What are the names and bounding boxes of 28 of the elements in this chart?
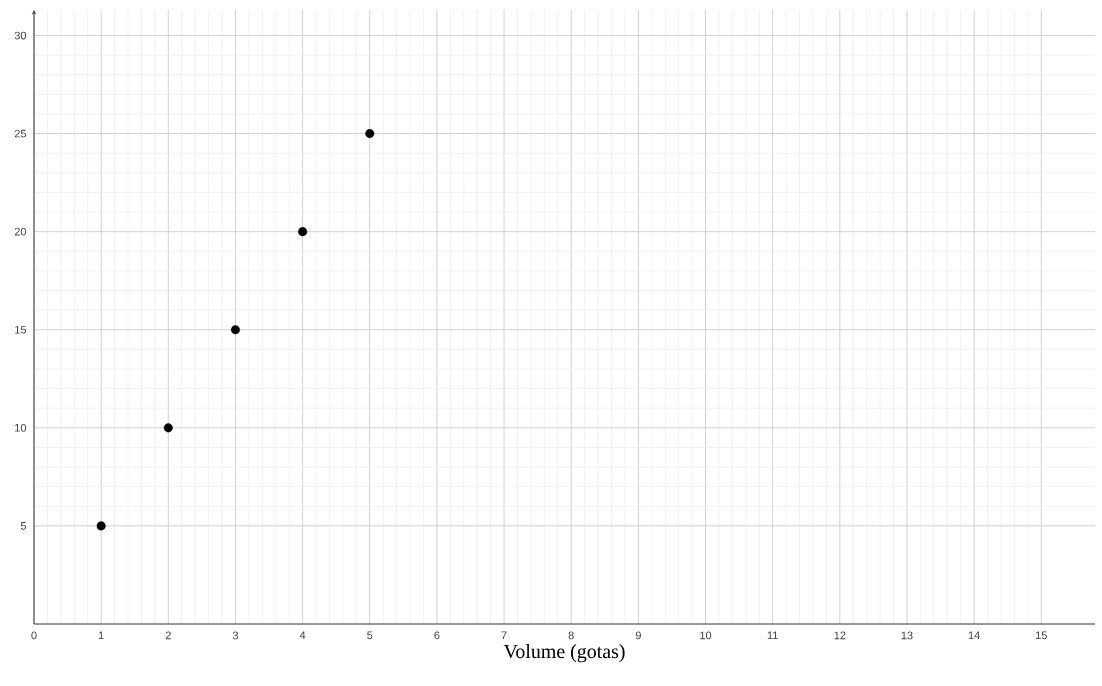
x-tick-label: 8 — [568, 631, 574, 640]
x-tick-label: 0 — [31, 631, 37, 640]
y-tick-label: 30 — [14, 31, 27, 40]
x-tick-label: 15 — [1036, 631, 1047, 640]
x-tick-label: 14 — [968, 631, 980, 640]
x-tick-label: 9 — [635, 631, 641, 640]
x-tick-label: 10 — [700, 631, 712, 640]
point — [163, 423, 173, 433]
x-tick-label: 7 — [501, 631, 507, 640]
y-tick-label: 20 — [14, 227, 27, 236]
y-tick-label: 10 — [15, 423, 27, 432]
x-tick-label: 4 — [299, 631, 306, 640]
point — [365, 129, 375, 139]
x-tick-label: 3 — [232, 631, 239, 640]
point — [96, 521, 106, 531]
y-tick-label: 25 — [14, 129, 27, 138]
x-tick-label: 6 — [434, 631, 440, 640]
x-tick-label: 2 — [165, 631, 171, 640]
x-tick-label: 11 — [767, 631, 778, 640]
point — [230, 325, 240, 335]
point — [298, 227, 308, 237]
y-tick-label: 15 — [15, 325, 27, 334]
x-axis-title: Volume (gotas) — [503, 644, 625, 663]
x-tick-label: 13 — [901, 631, 913, 640]
x-tick-label: 5 — [367, 631, 373, 640]
x-tick-label: 1 — [98, 631, 104, 640]
y-tick-label: 5 — [20, 522, 27, 530]
x-tick-label: 12 — [834, 631, 846, 640]
